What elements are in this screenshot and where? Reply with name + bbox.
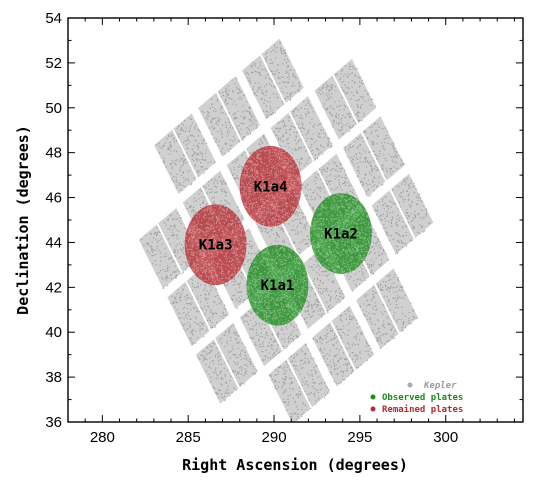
plate-fill	[239, 145, 302, 227]
y-tick-label: 40	[45, 324, 62, 341]
kepler-star-dots	[359, 273, 418, 349]
kepler-module-gap	[213, 338, 240, 389]
y-tick-label: 44	[45, 234, 62, 251]
plate-k1a4	[239, 145, 303, 228]
kepler-module	[312, 305, 374, 387]
plate-k1a2	[310, 193, 373, 275]
y-axis-label: Declination (degrees)	[14, 125, 32, 315]
plate-dot-texture	[246, 244, 310, 327]
kepler-module-gap	[389, 189, 416, 239]
legend-marker-kepler	[407, 382, 413, 388]
y-tick-label: 48	[45, 145, 62, 162]
kepler-module	[138, 208, 201, 289]
kepler-module-gap	[286, 358, 313, 409]
y-tick-label: 50	[45, 100, 62, 117]
y-tick-label: 42	[45, 279, 62, 296]
legend-label-kepler: Kepler	[423, 381, 457, 391]
kepler-star-dots	[258, 193, 316, 272]
y-tick-label: 54	[45, 10, 62, 27]
kepler-module	[167, 265, 230, 347]
kepler-module-gap	[172, 128, 199, 179]
plate-labels: K1a4 K1a3 K1a2 K1a1	[199, 179, 358, 294]
y-tick-label: 36	[45, 414, 62, 431]
legend-label-remained: Remained plates	[382, 404, 463, 415]
plate-points	[184, 145, 373, 327]
plate-label-k1a4: K1a4	[254, 179, 288, 195]
axis-ticks: 280 285 290 295 300 36 38 40 42 44 46 48 50 52 54	[45, 10, 523, 446]
plate-k1a3	[184, 204, 248, 286]
plate-k1a1	[246, 244, 310, 327]
kepler-module-gap	[332, 74, 359, 125]
kepler-star-dots	[312, 307, 373, 385]
x-tick-label: 290	[262, 429, 287, 446]
plate-label-k1a1: K1a1	[261, 278, 295, 294]
plate-fill	[310, 193, 372, 274]
legend-marker-remained	[370, 406, 376, 412]
plate-dot-texture	[240, 146, 303, 228]
kepler-module-gap	[330, 321, 357, 371]
plate-label-k1a3: K1a3	[199, 238, 233, 254]
kepler-module	[198, 76, 260, 157]
y-tick-label: 38	[45, 369, 62, 386]
kepler-star-dots	[241, 289, 299, 362]
plate-dot-texture	[185, 204, 248, 286]
kepler-module-gap	[288, 111, 315, 162]
kepler-module	[242, 38, 304, 120]
legend: Kepler Observed plates Remained plates	[370, 381, 463, 415]
x-axis-label: Right Ascension (degrees)	[182, 456, 408, 474]
kepler-module-gap	[215, 91, 243, 142]
y-tick-label: 46	[45, 190, 62, 207]
x-tick-label: 300	[433, 429, 458, 446]
kepler-module-gap	[156, 223, 183, 274]
kepler-module-gap	[185, 280, 212, 331]
kepler-module	[195, 322, 258, 404]
kepler-module	[154, 113, 216, 195]
kepler-star-dots	[374, 177, 431, 255]
kepler-module-gap	[259, 54, 286, 105]
kepler-module	[314, 58, 377, 140]
y-tick-label: 52	[45, 55, 62, 72]
kepler-star-dots	[197, 324, 258, 402]
kepler-module	[371, 173, 434, 255]
plate-fill	[246, 244, 309, 326]
plate-fill	[184, 204, 247, 286]
kepler-module-gap	[360, 131, 387, 182]
x-tick-label: 280	[90, 429, 115, 446]
x-tick-label: 285	[176, 429, 201, 446]
kepler-module	[356, 268, 418, 350]
legend-label-observed: Observed plates	[382, 393, 463, 403]
legend-marker-observed	[370, 394, 376, 400]
x-tick-label: 295	[347, 429, 372, 446]
kepler-module	[343, 116, 405, 198]
kepler-star-dots	[156, 117, 216, 191]
kepler-module-gap	[373, 283, 401, 334]
plate-label-k1a2: K1a2	[324, 226, 358, 242]
kepler-module	[268, 342, 331, 422]
